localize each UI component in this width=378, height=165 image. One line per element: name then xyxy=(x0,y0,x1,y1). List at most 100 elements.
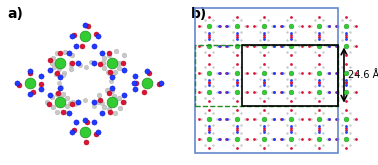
Point xyxy=(316,91,322,94)
Point xyxy=(99,102,105,104)
Point xyxy=(234,62,240,65)
Point xyxy=(46,103,52,106)
Point xyxy=(320,19,326,22)
Point xyxy=(57,61,64,64)
Point xyxy=(237,131,243,134)
Point xyxy=(339,51,345,53)
Point xyxy=(284,77,290,80)
Point xyxy=(261,130,267,133)
Point xyxy=(339,112,345,114)
Point xyxy=(216,91,222,94)
Point xyxy=(335,137,341,140)
Bar xyxy=(195,45,338,106)
Point xyxy=(226,117,232,120)
Point xyxy=(343,34,349,37)
Point xyxy=(343,124,349,127)
Point xyxy=(234,54,240,56)
Point xyxy=(288,54,294,56)
Point xyxy=(88,61,94,64)
Point xyxy=(261,80,267,83)
Point xyxy=(280,25,287,28)
Point xyxy=(106,54,112,56)
Point xyxy=(257,31,263,34)
Point xyxy=(203,39,209,42)
Point xyxy=(299,117,305,120)
Point xyxy=(66,111,72,114)
Point xyxy=(343,109,349,111)
Point xyxy=(46,59,53,62)
Point xyxy=(316,45,322,48)
Point xyxy=(353,117,359,120)
Point xyxy=(271,137,277,140)
Point xyxy=(196,25,202,28)
Point xyxy=(351,91,357,94)
Point xyxy=(216,117,222,120)
Point xyxy=(351,25,357,28)
Point xyxy=(237,65,243,68)
Point xyxy=(347,51,353,53)
Point xyxy=(97,99,103,101)
Point xyxy=(299,45,305,48)
Point xyxy=(261,126,267,129)
Point xyxy=(351,117,357,120)
Point xyxy=(288,100,294,103)
Point xyxy=(214,25,220,28)
Point xyxy=(66,52,72,55)
Point xyxy=(111,94,117,97)
Point xyxy=(265,65,271,68)
Point xyxy=(312,131,318,134)
Point xyxy=(106,52,112,54)
Point xyxy=(271,45,277,48)
Point xyxy=(70,54,76,56)
Point xyxy=(75,101,81,104)
Point xyxy=(108,87,115,90)
Point xyxy=(265,77,271,80)
Point xyxy=(67,102,73,104)
Point xyxy=(234,25,240,28)
Point xyxy=(312,77,318,80)
Point xyxy=(280,137,287,140)
Point xyxy=(353,137,359,140)
Point xyxy=(144,70,150,72)
Point xyxy=(202,143,208,146)
Point xyxy=(56,82,62,84)
Point xyxy=(316,32,322,35)
Point xyxy=(121,94,127,97)
Point xyxy=(73,120,79,123)
Point xyxy=(105,71,111,74)
Point xyxy=(343,71,349,74)
Point xyxy=(206,80,212,83)
Point xyxy=(253,25,259,28)
Point xyxy=(312,112,318,114)
Point xyxy=(229,85,236,88)
Point xyxy=(271,45,277,48)
Point xyxy=(97,63,103,66)
Point xyxy=(251,45,257,48)
Point xyxy=(261,54,267,56)
Point xyxy=(261,124,267,127)
Point xyxy=(244,71,250,74)
Point xyxy=(335,45,341,48)
Point xyxy=(116,66,122,69)
Point xyxy=(68,64,74,66)
Point xyxy=(271,25,277,28)
Point xyxy=(27,71,33,74)
Point xyxy=(59,111,65,113)
Point xyxy=(324,71,330,74)
Point xyxy=(93,33,99,35)
Point xyxy=(71,33,77,36)
Point xyxy=(325,137,332,140)
Point xyxy=(261,100,267,103)
Point xyxy=(299,91,305,94)
Point xyxy=(196,45,202,48)
Point xyxy=(70,101,76,104)
Point xyxy=(280,117,287,120)
Point xyxy=(316,128,322,131)
Point xyxy=(343,84,349,87)
Point xyxy=(325,25,332,28)
Point xyxy=(91,101,97,104)
Point xyxy=(351,45,357,48)
Point xyxy=(95,35,101,38)
Point xyxy=(206,34,212,37)
Point xyxy=(343,100,349,103)
